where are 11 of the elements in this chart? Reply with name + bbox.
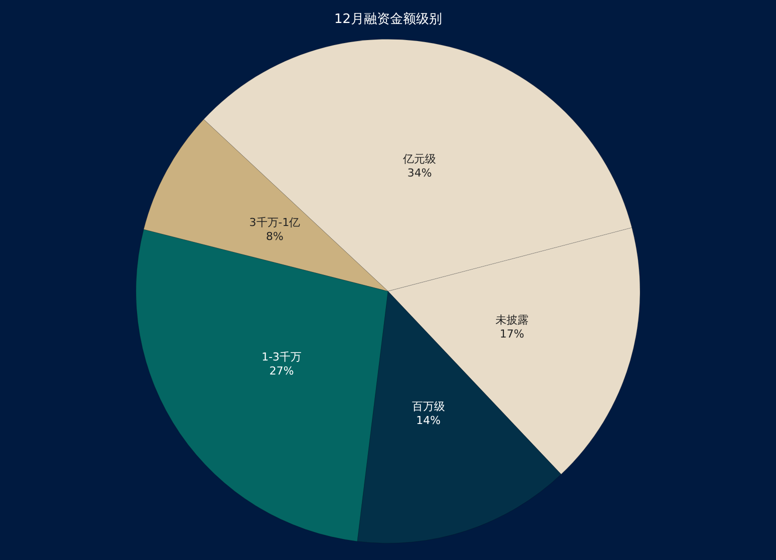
slice-label: 百万级 bbox=[412, 400, 445, 414]
data-label: 14% bbox=[416, 414, 441, 428]
data-label: 17% bbox=[500, 327, 524, 340]
chart-title: 12月融资金额级别 bbox=[334, 12, 442, 27]
data-label: 8% bbox=[266, 230, 284, 243]
slice-label: 3千万-1亿 bbox=[249, 216, 300, 229]
slice-label: 未披露 bbox=[496, 313, 529, 326]
slice-label: 1-3千万 bbox=[262, 350, 302, 364]
data-label: 27% bbox=[269, 364, 294, 378]
slice-label: 亿元级 bbox=[402, 152, 436, 166]
data-label: 34% bbox=[407, 166, 432, 180]
